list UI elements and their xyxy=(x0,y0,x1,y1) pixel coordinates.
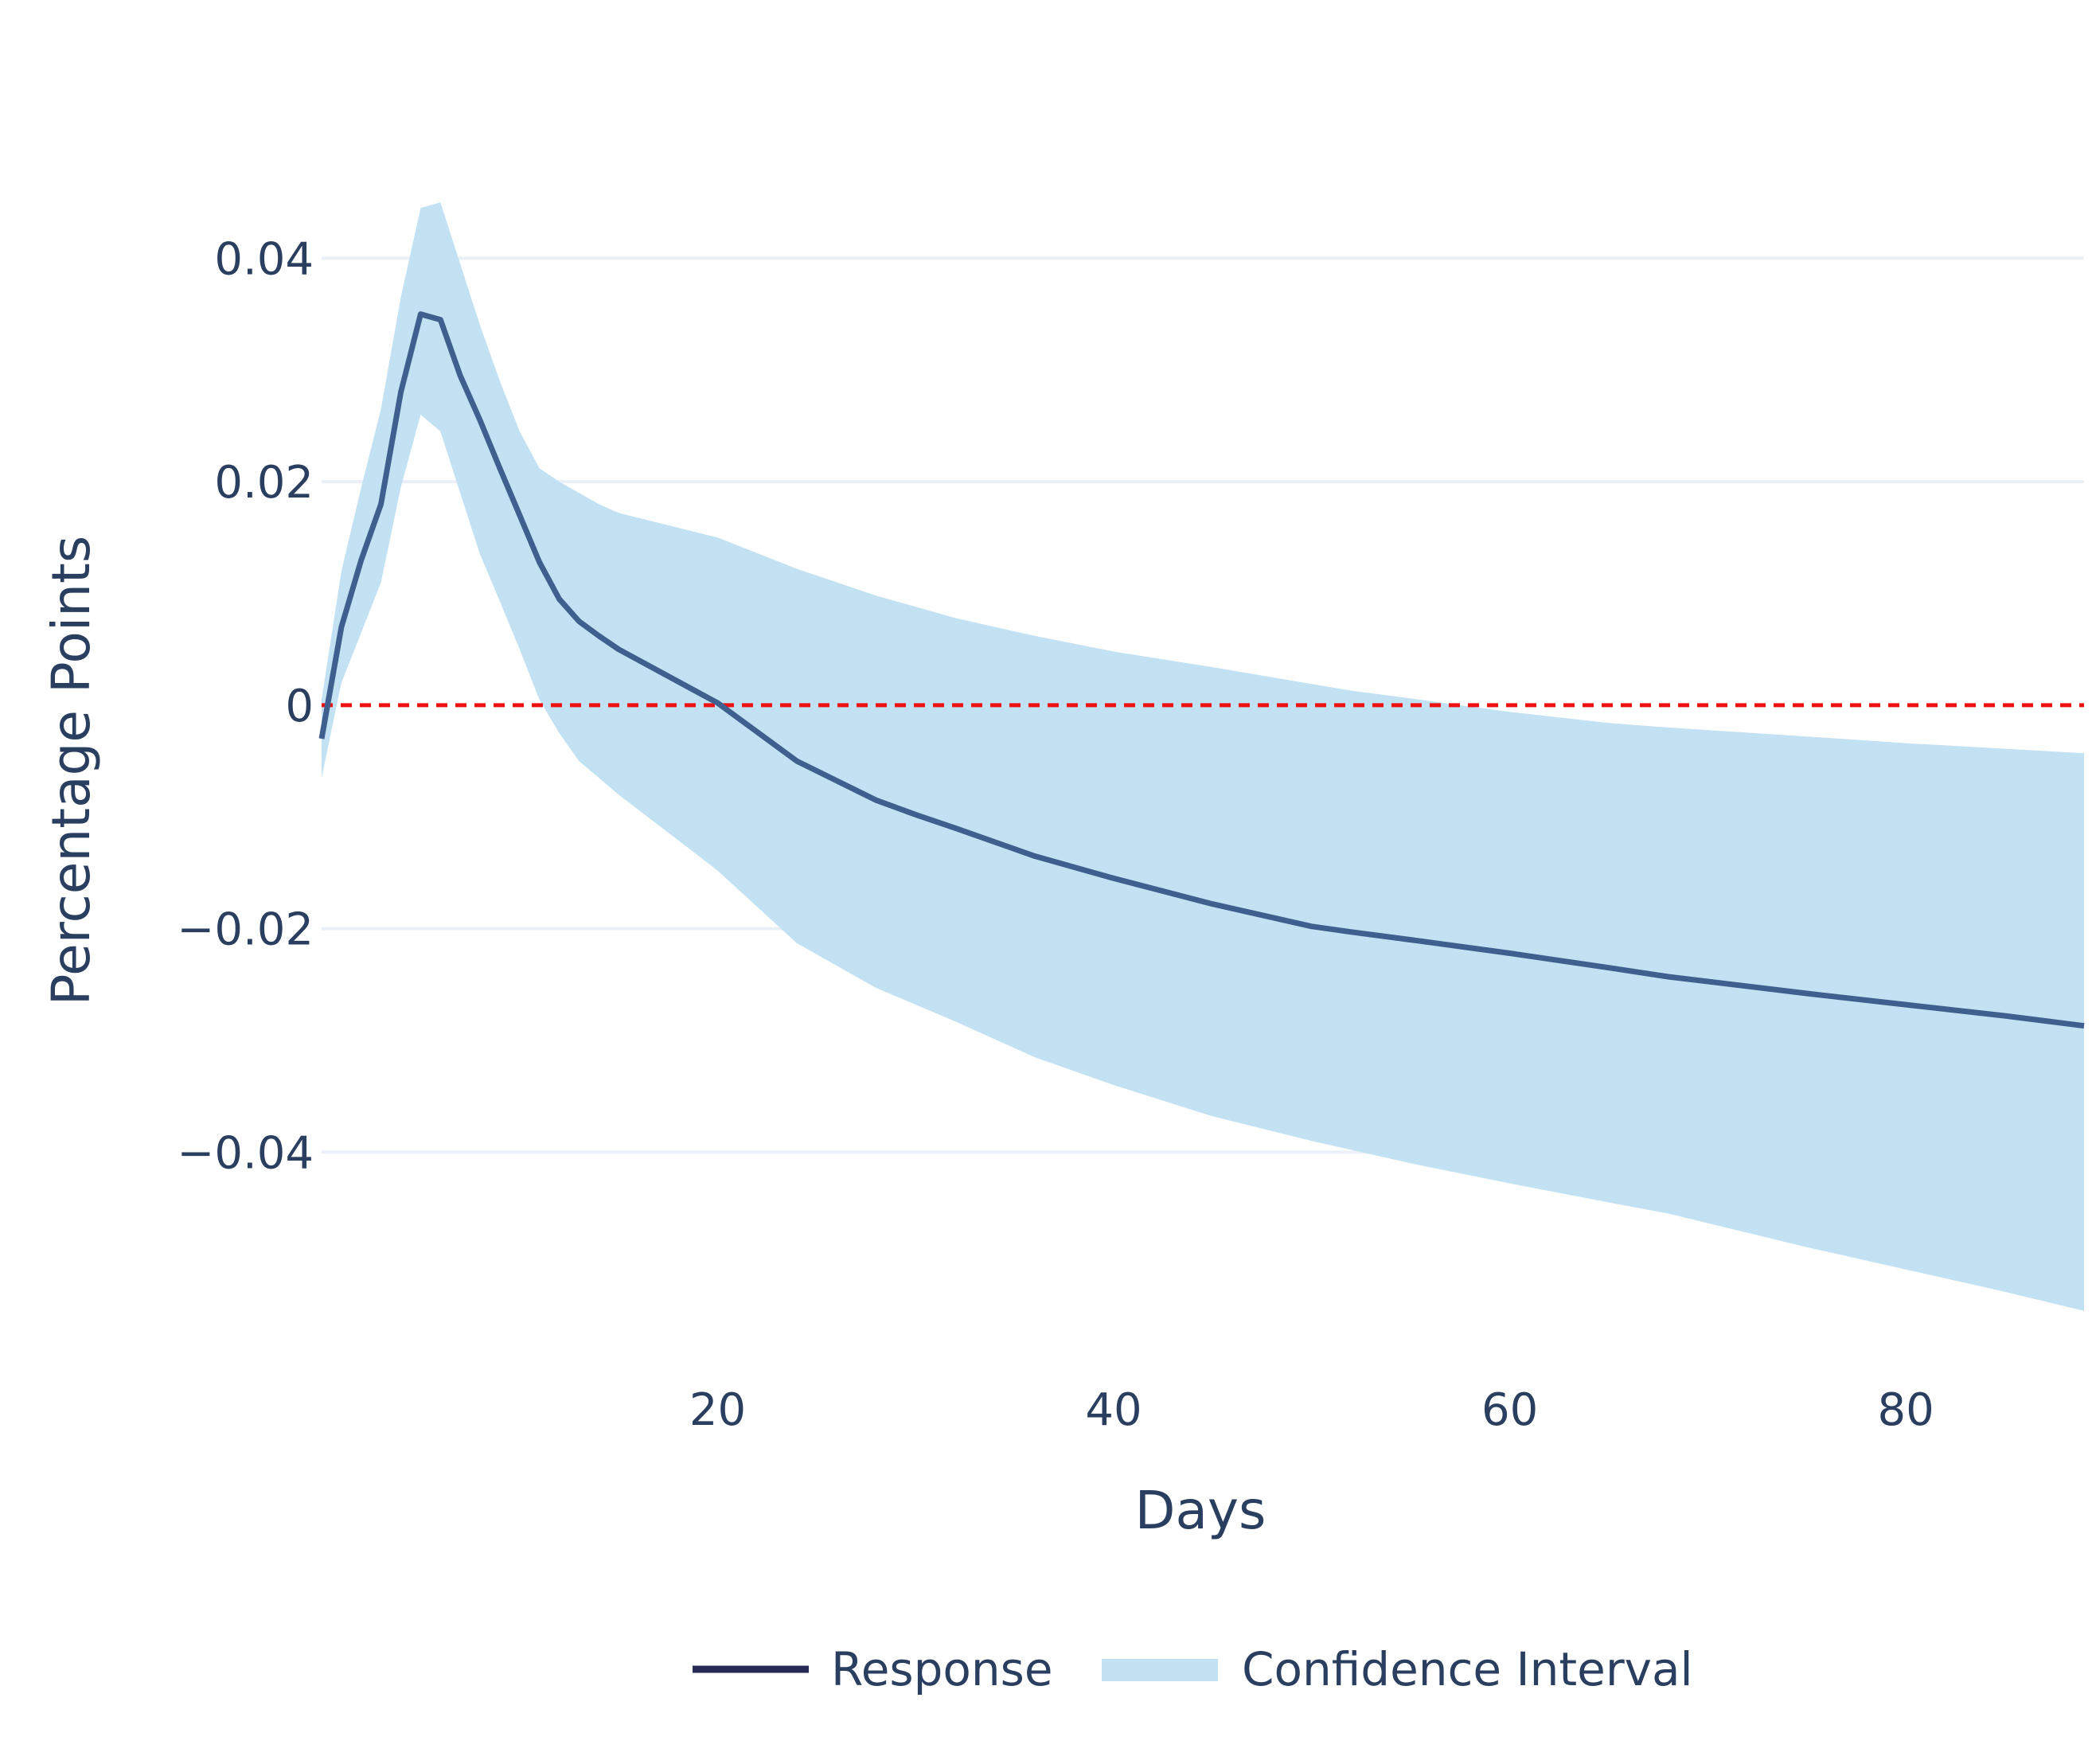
x-tick-label: 80 xyxy=(1877,1384,1934,1436)
legend-swatch-confidence-interval xyxy=(1102,1659,1218,1681)
y-tick-label: 0.04 xyxy=(214,233,314,285)
y-tick-labels: 0.04 0.02 0 −0.02 −0.04 xyxy=(177,233,314,1179)
legend-item-confidence-interval[interactable]: Confidence Interval xyxy=(1102,1642,1693,1696)
x-tick-label: 60 xyxy=(1481,1384,1538,1436)
legend-label-response: Response xyxy=(831,1642,1053,1696)
legend: Response Confidence Interval xyxy=(693,1642,1693,1696)
x-tick-label: 20 xyxy=(689,1384,746,1436)
x-axis-title: Days xyxy=(1135,1480,1267,1541)
y-tick-label: −0.02 xyxy=(177,904,314,956)
x-tick-label: 40 xyxy=(1085,1384,1142,1436)
legend-item-response[interactable]: Response xyxy=(693,1642,1053,1696)
x-tick-labels: 20 40 60 80 xyxy=(689,1384,1934,1436)
y-tick-label: 0.02 xyxy=(214,457,314,509)
confidence-interval-band xyxy=(322,202,2084,1311)
legend-label-confidence-interval: Confidence Interval xyxy=(1242,1642,1693,1696)
y-axis-title: Percentage Points xyxy=(41,536,102,1006)
y-tick-label: −0.04 xyxy=(177,1127,314,1179)
response-line xyxy=(318,311,2085,1029)
y-tick-label: 0 xyxy=(285,681,314,732)
